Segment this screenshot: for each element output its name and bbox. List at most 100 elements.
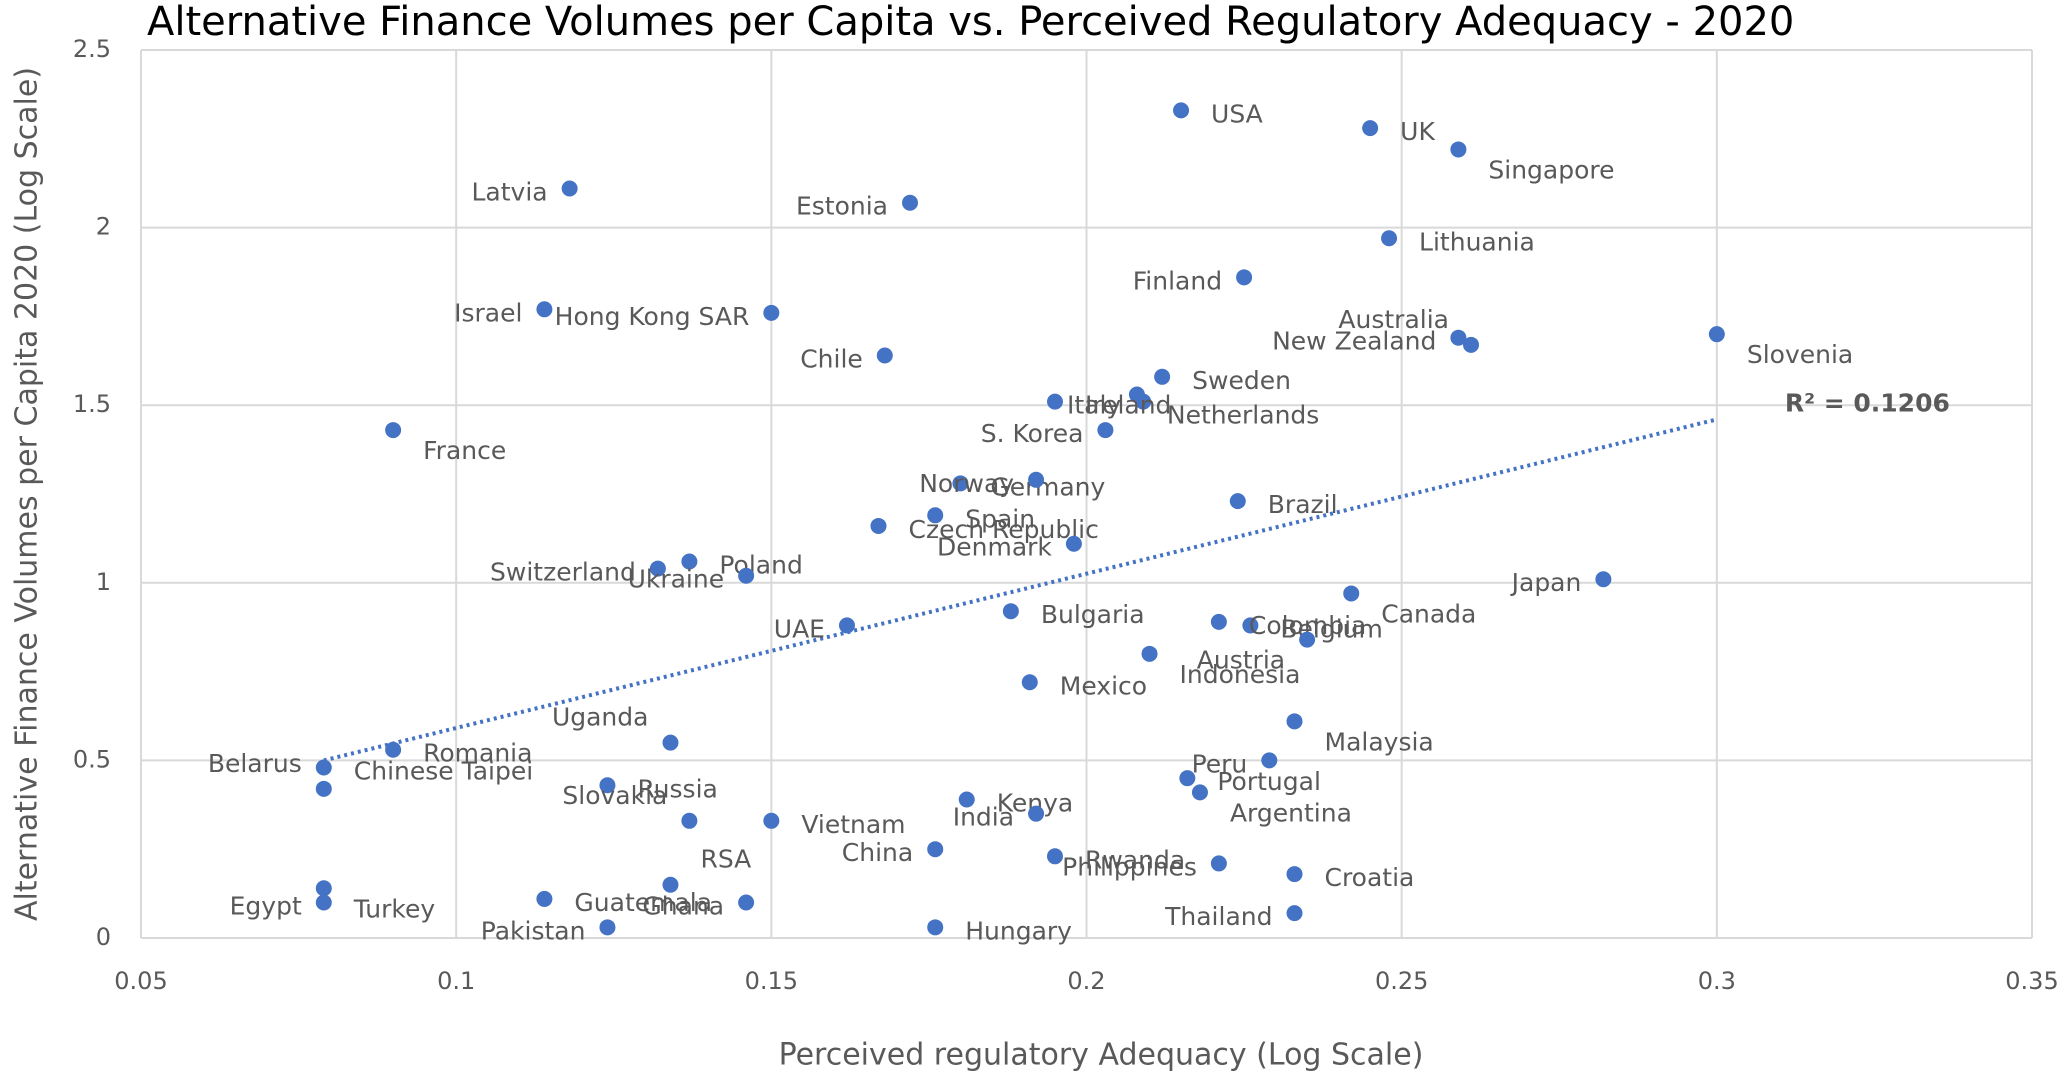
point (315, 880, 332, 897)
point-label: Indonesia (1180, 660, 1301, 689)
point-label: Austria (1197, 646, 1285, 675)
point (649, 560, 666, 577)
point-label: Ireland (1085, 391, 1171, 420)
point (1261, 752, 1278, 769)
x-tick-label: 0.15 (745, 967, 798, 995)
point-label: Japan (1510, 568, 1582, 597)
point (315, 780, 332, 797)
point (1179, 770, 1196, 787)
trendline (323, 417, 1718, 763)
point-label: Spain (965, 504, 1035, 533)
point-label: Uganda (552, 703, 649, 732)
x-tick-label: 0.1 (437, 967, 475, 995)
point (1021, 674, 1038, 691)
point-label: Croatia (1325, 863, 1415, 892)
point (1708, 326, 1725, 343)
point-label: Pakistan (481, 916, 586, 945)
point (927, 507, 944, 524)
point (1065, 535, 1082, 552)
y-axis-label: Alternative Finance Volumes per Capita 2… (10, 67, 45, 921)
point (1299, 631, 1316, 648)
point (876, 347, 893, 364)
point (738, 567, 755, 584)
point-label: Slovenia (1747, 340, 1853, 369)
point-label: Singapore (1488, 155, 1614, 184)
point-label: Brazil (1268, 490, 1338, 519)
point (1028, 471, 1045, 488)
point (1135, 393, 1152, 410)
point (1046, 393, 1063, 410)
point-label: Turkey (353, 894, 436, 923)
point (1450, 141, 1467, 158)
point-label: S. Korea (981, 419, 1084, 448)
point-label: Chinese Taipei (354, 757, 533, 786)
point-label: Malaysia (1325, 727, 1434, 756)
point (1229, 493, 1246, 510)
point (1173, 102, 1190, 119)
point-label: Ukraine (628, 565, 725, 594)
point-label: Switzerland (490, 558, 636, 587)
x-tick-label: 0.25 (1375, 967, 1428, 995)
point (1191, 784, 1208, 801)
point-label: Thailand (1164, 902, 1272, 931)
point-label: Belgium (1280, 614, 1383, 643)
x-axis-label: Perceived regulatory Adequacy (Log Scale… (779, 1038, 1424, 1073)
point (1242, 617, 1259, 634)
x-tick-label: 0.35 (2005, 967, 2058, 995)
point-label: France (423, 436, 506, 465)
point-label: USA (1211, 99, 1263, 128)
point (1286, 713, 1303, 730)
point-label: Lithuania (1419, 227, 1535, 256)
point-label: Czech Republic (908, 515, 1098, 544)
point-label: Guatemala (574, 888, 712, 917)
point-label: Poland (719, 550, 802, 579)
point (1362, 120, 1379, 137)
point (536, 301, 553, 318)
point-label: Norway (919, 469, 1014, 498)
y-tick-label: 2.5 (73, 35, 111, 63)
point-label: Russia (637, 774, 717, 803)
point-label: Germany (990, 472, 1105, 501)
point (1154, 368, 1171, 385)
point-label: New Zealand (1272, 327, 1436, 356)
point-label: Ghana (642, 891, 724, 920)
point (536, 890, 553, 907)
y-tick-label: 0 (96, 923, 111, 951)
point-label: Philippines (1062, 852, 1197, 881)
point (385, 741, 402, 758)
point (315, 759, 332, 776)
point-label: Netherlands (1167, 401, 1319, 430)
point-label: Egypt (230, 891, 302, 920)
point (1210, 855, 1227, 872)
point-label: Romania (423, 739, 532, 768)
point-label: Hungary (965, 916, 1072, 945)
point (1236, 269, 1253, 286)
point-label: Mexico (1060, 671, 1147, 700)
point-label: Latvia (472, 178, 548, 207)
chart-title: Alternative Finance Volumes per Capita v… (147, 0, 1794, 45)
point (599, 919, 616, 936)
point (1381, 230, 1398, 247)
point (1141, 645, 1158, 662)
point (927, 919, 944, 936)
point (738, 894, 755, 911)
y-tick-label: 0.5 (73, 745, 111, 773)
point (902, 194, 919, 211)
point-label: Argentina (1230, 798, 1352, 827)
point-label: Belarus (208, 749, 302, 778)
point (1450, 329, 1467, 346)
point-label: Bulgaria (1041, 600, 1145, 629)
point (952, 475, 969, 492)
point (1002, 603, 1019, 620)
point (681, 812, 698, 829)
point-label: China (842, 838, 913, 867)
y-tick-label: 2 (96, 213, 111, 241)
point (1286, 905, 1303, 922)
r-squared: R² = 0.1206 (1785, 388, 1950, 417)
point (763, 304, 780, 321)
point-label: Hong Kong SAR (555, 302, 750, 331)
point (315, 894, 332, 911)
point (662, 876, 679, 893)
point-label: Denmark (937, 533, 1052, 562)
